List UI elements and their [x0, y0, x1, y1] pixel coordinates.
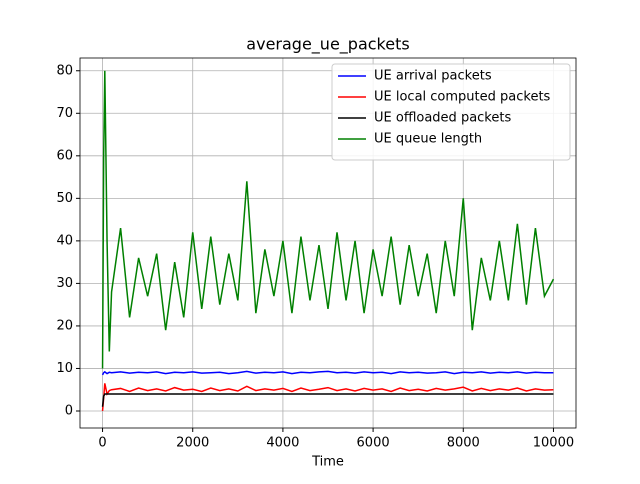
legend: UE arrival packets UE local computed pack… [331, 63, 571, 161]
legend-label: UE local computed packets [374, 90, 551, 105]
x-tick-label: 2000 [176, 436, 209, 451]
chart-title: average_ue_packets [246, 35, 409, 55]
x-tick-label: 0 [98, 436, 106, 451]
y-tick-label: 10 [56, 361, 73, 376]
x-tick-label: 8000 [447, 436, 480, 451]
y-tick-label: 0 [65, 403, 73, 418]
y-tick-label: 50 [56, 191, 73, 206]
legend-label: UE queue length [374, 132, 482, 147]
legend-label: UE offloaded packets [374, 111, 511, 126]
legend-label: UE arrival packets [374, 69, 492, 84]
legend-box [331, 63, 571, 161]
series-line [101, 393, 554, 407]
x-tick-label: 4000 [266, 436, 299, 451]
y-tick-label: 30 [56, 276, 73, 291]
series-line [101, 370, 554, 376]
series-line [101, 383, 554, 412]
y-tick-label: 40 [56, 233, 73, 248]
x-tick-label: 10000 [533, 436, 574, 451]
y-tick-label: 20 [56, 318, 73, 333]
plot-frame [79, 57, 577, 429]
y-tick-label: 60 [56, 148, 73, 163]
y-tick-label: 70 [56, 106, 73, 121]
x-axis-label: Time [311, 455, 344, 470]
x-tick-label: 6000 [357, 436, 390, 451]
series-line [101, 70, 555, 369]
y-tick-label: 80 [56, 63, 73, 78]
